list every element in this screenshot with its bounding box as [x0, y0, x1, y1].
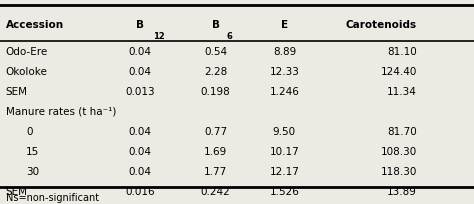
Text: 13.89: 13.89	[387, 187, 417, 197]
Text: 0.54: 0.54	[204, 47, 227, 57]
Text: Manure rates (t ha⁻¹): Manure rates (t ha⁻¹)	[6, 107, 116, 117]
Text: 15: 15	[26, 147, 39, 157]
Text: 9.50: 9.50	[273, 127, 296, 137]
Text: SEM: SEM	[6, 87, 27, 97]
Text: 81.70: 81.70	[387, 127, 417, 137]
Text: 1.526: 1.526	[269, 187, 300, 197]
Text: 12.17: 12.17	[269, 167, 300, 177]
Text: 108.30: 108.30	[381, 147, 417, 157]
Text: B: B	[212, 20, 219, 31]
Text: 118.30: 118.30	[381, 167, 417, 177]
Text: 11.34: 11.34	[387, 87, 417, 97]
Text: 0.04: 0.04	[128, 47, 151, 57]
Text: 8.89: 8.89	[273, 47, 296, 57]
Text: 0.77: 0.77	[204, 127, 227, 137]
Text: 30: 30	[26, 167, 39, 177]
Text: 10.17: 10.17	[270, 147, 299, 157]
Text: 0.04: 0.04	[128, 147, 151, 157]
Text: 0.242: 0.242	[201, 187, 230, 197]
Text: 0.04: 0.04	[128, 67, 151, 77]
Text: Carotenoids: Carotenoids	[346, 20, 417, 31]
Text: Accession: Accession	[6, 20, 64, 31]
Text: Okoloke: Okoloke	[6, 67, 47, 77]
Text: 0.04: 0.04	[128, 127, 151, 137]
Text: 0: 0	[26, 127, 33, 137]
Text: 2.28: 2.28	[204, 67, 228, 77]
Text: 124.40: 124.40	[381, 67, 417, 77]
Text: 81.10: 81.10	[387, 47, 417, 57]
Text: 1.77: 1.77	[204, 167, 228, 177]
Text: Ns=non-significant: Ns=non-significant	[6, 193, 99, 203]
Text: 0.198: 0.198	[201, 87, 230, 97]
Text: 1.246: 1.246	[269, 87, 300, 97]
Text: E: E	[281, 20, 288, 31]
Text: 1.69: 1.69	[204, 147, 228, 157]
Text: 0.016: 0.016	[125, 187, 155, 197]
Text: 6: 6	[226, 32, 232, 41]
Text: 0.013: 0.013	[125, 87, 155, 97]
Text: 0.04: 0.04	[128, 167, 151, 177]
Text: B: B	[136, 20, 144, 31]
Text: 12.33: 12.33	[269, 67, 300, 77]
Text: 12: 12	[153, 32, 165, 41]
Text: Odo-Ere: Odo-Ere	[6, 47, 48, 57]
Text: SEM: SEM	[6, 187, 27, 197]
